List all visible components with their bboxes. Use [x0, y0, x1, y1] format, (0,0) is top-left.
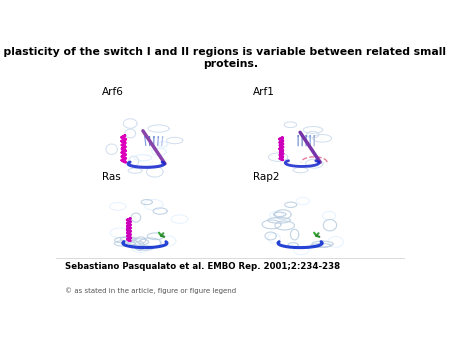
Text: Rap2: Rap2: [253, 172, 280, 183]
Text: Arf6: Arf6: [102, 87, 123, 97]
Text: reports: reports: [369, 311, 407, 321]
Text: Ras: Ras: [102, 172, 120, 183]
Text: Sebastiano Pasqualato et al. EMBO Rep. 2001;2:234-238: Sebastiano Pasqualato et al. EMBO Rep. 2…: [65, 262, 340, 271]
Text: EMBO: EMBO: [365, 294, 411, 308]
Text: Structural plasticity of the switch I and II regions is variable between related: Structural plasticity of the switch I an…: [0, 47, 450, 70]
Text: Arf1: Arf1: [253, 87, 275, 97]
Text: © as stated in the article, figure or figure legend: © as stated in the article, figure or fi…: [65, 288, 236, 294]
